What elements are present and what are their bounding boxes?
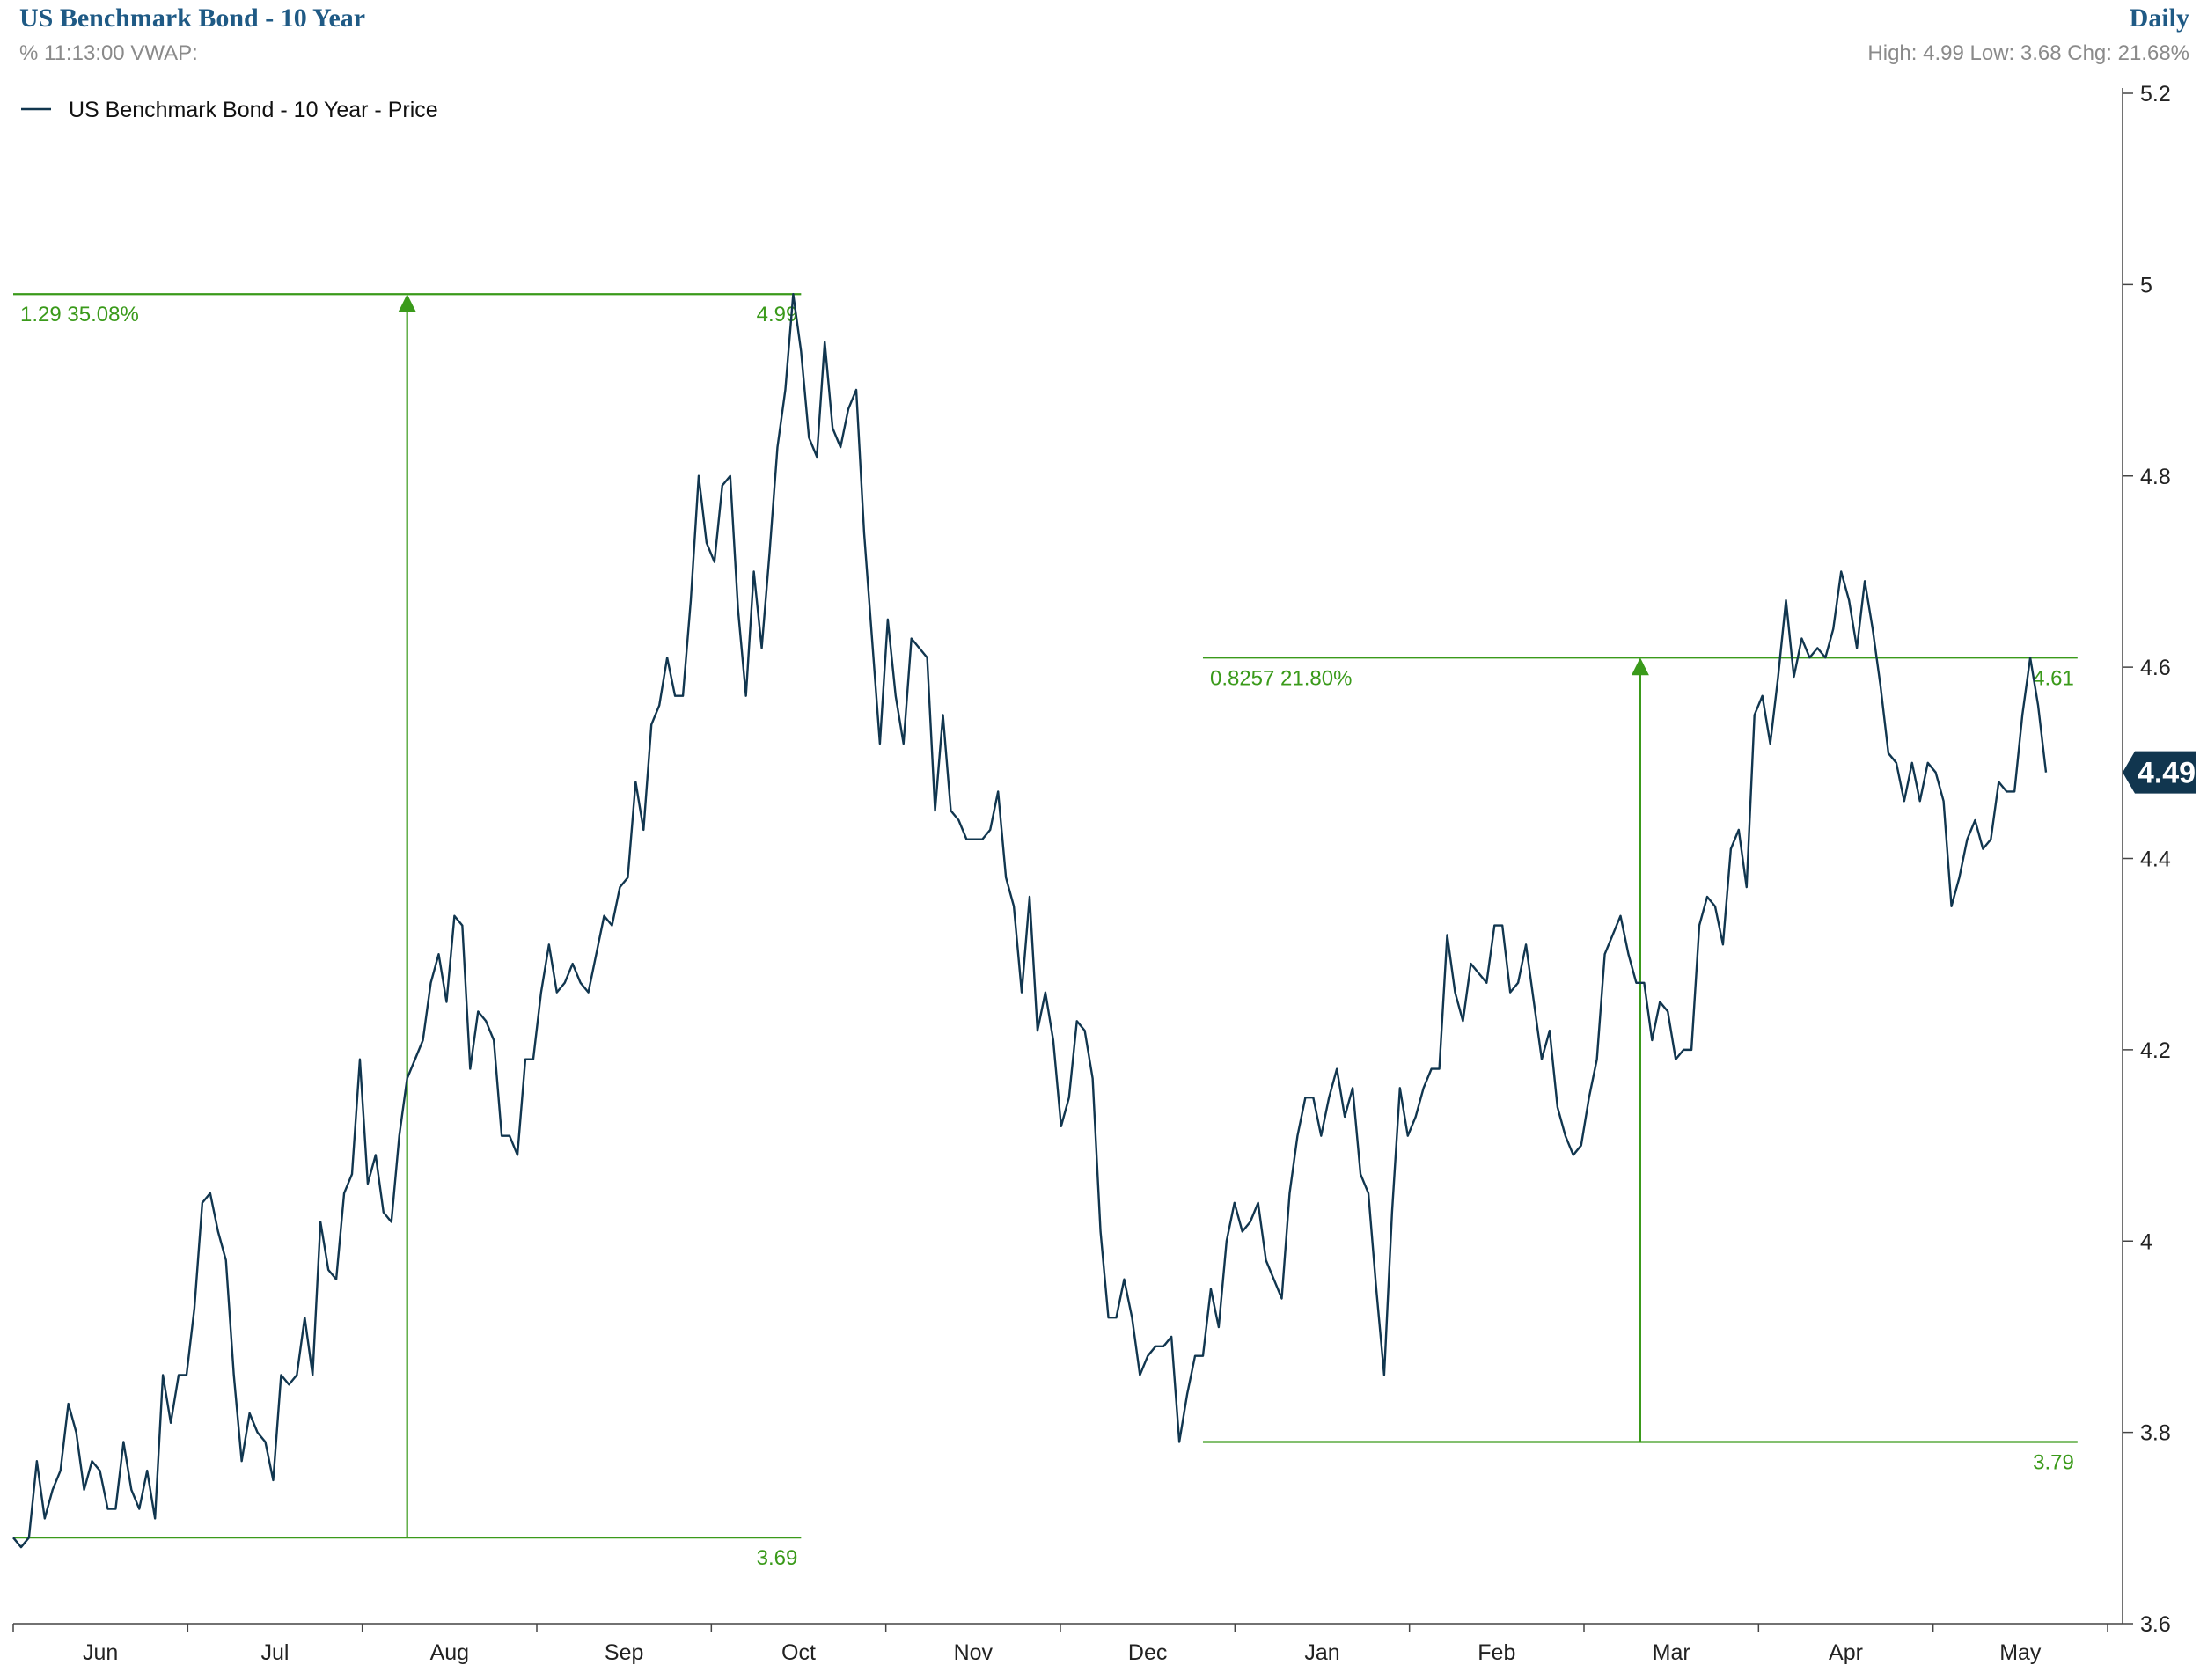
x-month-label: Nov xyxy=(954,1640,994,1665)
x-month-label: Oct xyxy=(781,1640,816,1665)
x-month-label: Aug xyxy=(430,1640,469,1665)
annotation-change-label: 1.29 35.08% xyxy=(20,303,139,326)
current-value-badge-shape xyxy=(2123,751,2196,794)
annotation-up-arrow-icon xyxy=(398,294,416,312)
x-axis-ticks: Jun Jul Aug Sep Oct Nov Dec Jan Feb Mar Apr May xyxy=(12,1624,2108,1665)
y-axis-ticks: 5.2 5 4.8 4.6 4.4 4.2 4 3.8 3.6 xyxy=(2123,82,2171,1637)
annotation-low-label: 3.69 xyxy=(757,1546,798,1570)
y-tick-label: 5.2 xyxy=(2140,82,2171,106)
annotation-low-label: 3.79 xyxy=(2033,1450,2074,1474)
period-label: Daily xyxy=(2130,4,2189,33)
chart-title: US Benchmark Bond - 10 Year xyxy=(19,4,365,33)
annotation-high-label: 4.61 xyxy=(2033,666,2074,690)
x-month-label: Apr xyxy=(1829,1640,1863,1665)
x-month-label: Jul xyxy=(261,1640,290,1665)
y-tick-label: 4.6 xyxy=(2140,656,2171,680)
y-tick-label: 4.4 xyxy=(2140,847,2171,872)
y-tick-label: 3.8 xyxy=(2140,1421,2171,1446)
stats-label: High: 4.99 Low: 3.68 Chg: 21.68% xyxy=(1867,41,2189,65)
current-value-text: 4.49 xyxy=(2138,757,2196,790)
range-annotations: 1.29 35.08% 4.993.690.8257 21.80% 4.613.79 xyxy=(13,293,2078,1570)
y-tick-label: 5 xyxy=(2140,273,2152,297)
y-tick-label: 4 xyxy=(2140,1229,2152,1254)
x-month-label: Mar xyxy=(1653,1640,1690,1665)
chart-subtitle: % 11:13:00 VWAP: xyxy=(19,41,198,65)
legend-label: US Benchmark Bond - 10 Year - Price xyxy=(69,98,438,122)
current-value-badge: 4.49 xyxy=(2123,751,2196,794)
x-month-label: Dec xyxy=(1128,1640,1167,1665)
y-tick-label: 4.8 xyxy=(2140,465,2171,489)
x-month-label: May xyxy=(1999,1640,2042,1665)
annotation-change-label: 0.8257 21.80% xyxy=(1210,666,1352,690)
x-month-label: Jan xyxy=(1304,1640,1339,1665)
x-month-label: Sep xyxy=(605,1640,643,1665)
x-month-label: Feb xyxy=(1478,1640,1515,1665)
y-tick-label: 4.2 xyxy=(2140,1038,2171,1063)
x-month-label: Jun xyxy=(83,1640,118,1665)
y-tick-label: 3.6 xyxy=(2140,1612,2171,1637)
annotation-up-arrow-icon xyxy=(1631,657,1649,676)
price-series-line xyxy=(12,293,2048,1549)
